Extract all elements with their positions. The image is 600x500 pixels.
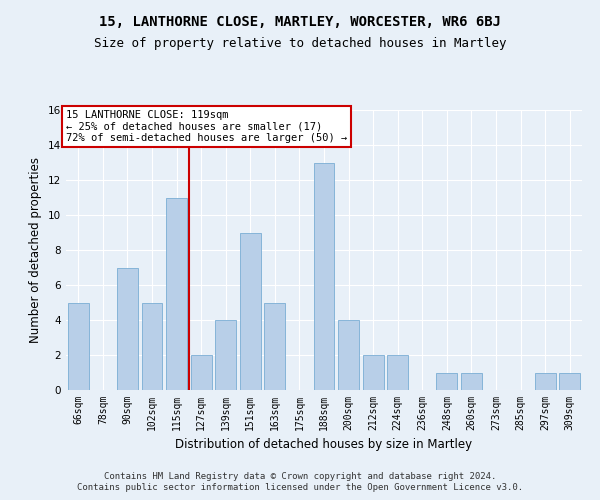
X-axis label: Distribution of detached houses by size in Martley: Distribution of detached houses by size … <box>175 438 473 452</box>
Bar <box>362 355 383 390</box>
Text: 15 LANTHORNE CLOSE: 119sqm
← 25% of detached houses are smaller (17)
72% of semi: 15 LANTHORNE CLOSE: 119sqm ← 25% of deta… <box>66 110 347 143</box>
Bar <box>461 372 482 390</box>
Bar <box>314 162 334 390</box>
Y-axis label: Number of detached properties: Number of detached properties <box>29 157 43 343</box>
Bar <box>215 320 236 390</box>
Bar <box>265 302 286 390</box>
Bar <box>387 355 408 390</box>
Bar <box>166 198 187 390</box>
Bar <box>68 302 89 390</box>
Bar <box>117 268 138 390</box>
Text: Contains HM Land Registry data © Crown copyright and database right 2024.: Contains HM Land Registry data © Crown c… <box>104 472 496 481</box>
Bar <box>142 302 163 390</box>
Bar <box>240 232 261 390</box>
Text: 15, LANTHORNE CLOSE, MARTLEY, WORCESTER, WR6 6BJ: 15, LANTHORNE CLOSE, MARTLEY, WORCESTER,… <box>99 15 501 29</box>
Bar <box>436 372 457 390</box>
Bar <box>559 372 580 390</box>
Bar <box>338 320 359 390</box>
Bar <box>535 372 556 390</box>
Text: Size of property relative to detached houses in Martley: Size of property relative to detached ho… <box>94 38 506 51</box>
Text: Contains public sector information licensed under the Open Government Licence v3: Contains public sector information licen… <box>77 484 523 492</box>
Bar <box>191 355 212 390</box>
